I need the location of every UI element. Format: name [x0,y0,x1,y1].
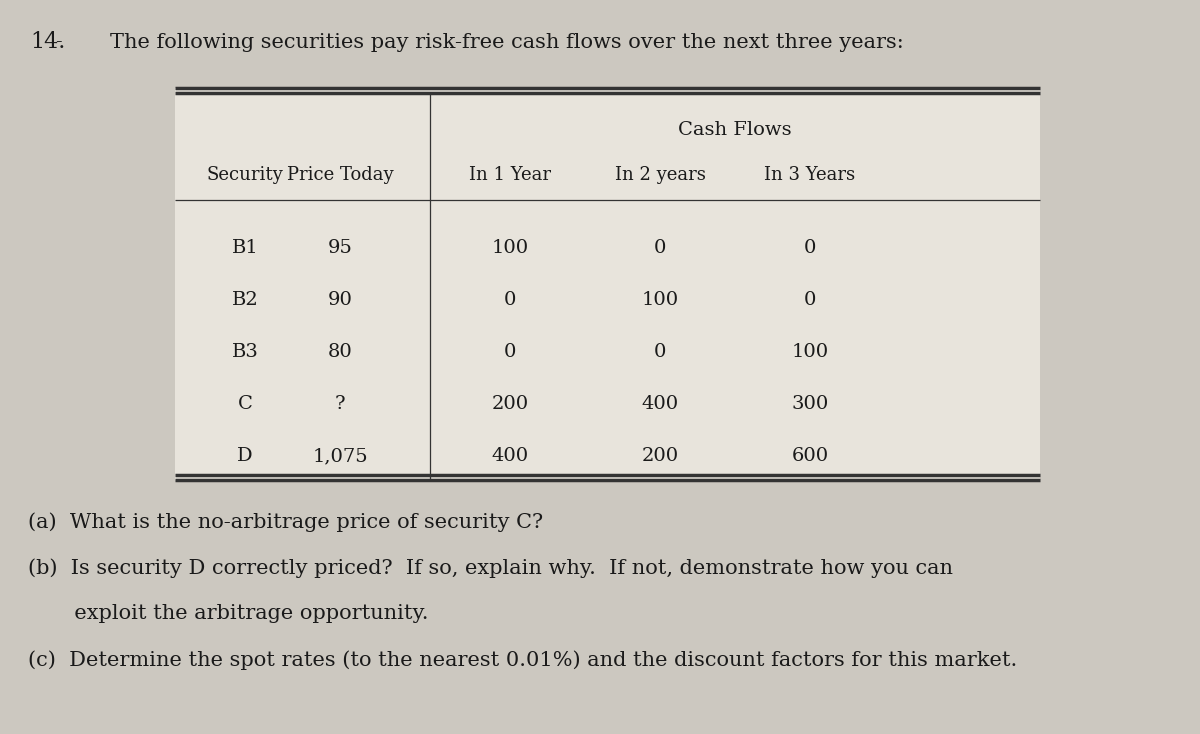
Text: (b)  Is security D correctly priced?  If so, explain why.  If not, demonstrate h: (b) Is security D correctly priced? If s… [28,558,953,578]
Text: 0: 0 [504,343,516,361]
Text: D: D [238,447,253,465]
Text: 80: 80 [328,343,353,361]
Text: Cash Flows: Cash Flows [678,121,792,139]
Text: 95: 95 [328,239,353,257]
Text: 14.: 14. [30,31,65,53]
Text: 90: 90 [328,291,353,309]
Text: 0: 0 [654,239,666,257]
Text: 400: 400 [492,447,528,465]
Text: B2: B2 [232,291,258,309]
Text: 1,075: 1,075 [312,447,368,465]
Text: 600: 600 [792,447,828,465]
Text: 0: 0 [504,291,516,309]
Text: 400: 400 [642,395,678,413]
Text: Price Today: Price Today [287,166,394,184]
Text: The following securities pay risk-free cash flows over the next three years:: The following securities pay risk-free c… [110,32,904,51]
Text: exploit the arbitrage opportunity.: exploit the arbitrage opportunity. [28,604,428,623]
Text: B3: B3 [232,343,258,361]
Text: 300: 300 [791,395,829,413]
Text: 100: 100 [642,291,678,309]
Text: B1: B1 [232,239,258,257]
Text: In 2 years: In 2 years [614,166,706,184]
Text: (a)  What is the no-arbitrage price of security C?: (a) What is the no-arbitrage price of se… [28,512,544,531]
Text: ?: ? [335,395,346,413]
Text: -: - [55,33,61,51]
Text: Security: Security [206,166,283,184]
Text: 0: 0 [654,343,666,361]
Text: 100: 100 [492,239,528,257]
Text: In 1 Year: In 1 Year [469,166,551,184]
Text: (c)  Determine the spot rates (to the nearest 0.01%) and the discount factors fo: (c) Determine the spot rates (to the nea… [28,650,1018,669]
Text: 100: 100 [792,343,828,361]
Text: In 3 Years: In 3 Years [764,166,856,184]
Text: 0: 0 [804,291,816,309]
Text: 200: 200 [492,395,528,413]
Text: C: C [238,395,252,413]
Text: 200: 200 [642,447,678,465]
Bar [175,88,1040,480]
Text: 0: 0 [804,239,816,257]
